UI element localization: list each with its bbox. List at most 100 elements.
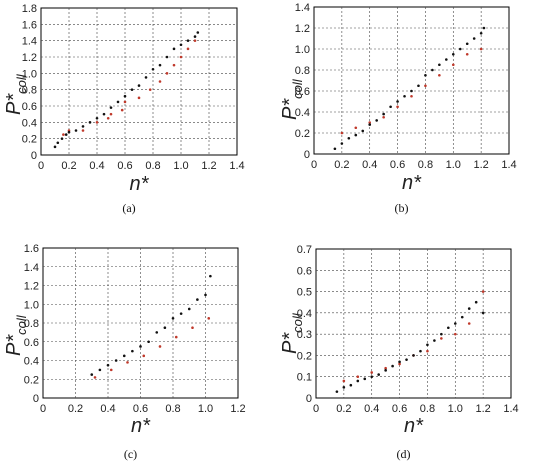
chart-3-x-tick-label: 0.2 xyxy=(68,403,83,415)
chart-4-red-point xyxy=(398,362,401,366)
chart-3-x-tick-label: 0.6 xyxy=(133,403,148,415)
chart-2-red-point xyxy=(354,126,358,130)
chart-4-x-tick-label: 1.2 xyxy=(475,403,490,415)
chart-2-y-tick-label: 0.6 xyxy=(295,86,310,98)
chart-4-y-tick-label: 0.4 xyxy=(297,308,312,320)
chart-1-red-point xyxy=(186,47,190,51)
chart-2-x-tick-label: 1.4 xyxy=(501,159,516,171)
chart-1-x-tick-label: 0 xyxy=(38,160,44,172)
chart-2-y-tick-label: 1.4 xyxy=(295,2,310,14)
chart-4-y-tick-label: 0.7 xyxy=(297,244,312,256)
chart-1-x-tick-label: 0.6 xyxy=(117,160,132,172)
chart-1-y-tick-label: 1.0 xyxy=(22,68,37,80)
chart-1-red-point xyxy=(148,88,152,91)
chart-2-red-point xyxy=(479,47,483,51)
chart-4-x-tick-label: 1.4 xyxy=(503,403,518,415)
chart-4-black-point xyxy=(419,349,422,353)
chart-4-black-point xyxy=(398,360,401,364)
chart-4-black-point xyxy=(453,322,457,325)
chart-4-black-point xyxy=(356,379,360,383)
chart-2-black-point xyxy=(347,136,351,140)
chart-3-y-tick-label: 0.4 xyxy=(24,356,39,368)
chart-1-black-point xyxy=(74,129,78,132)
chart-3-black-point xyxy=(90,373,94,376)
chart-2-black-point xyxy=(375,119,378,122)
chart-1-y-tick-label: 1.2 xyxy=(22,52,37,64)
chart-1-black-point xyxy=(172,47,176,51)
chart-2-red-point xyxy=(340,131,344,135)
chart-4-red-point xyxy=(467,322,471,325)
chart-3-red-point xyxy=(207,317,211,320)
chart-1-black-point xyxy=(186,39,190,42)
chart-2-x-tick-label: 0.2 xyxy=(334,159,349,171)
chart-1-red-point xyxy=(81,129,85,132)
chart-1-red-point xyxy=(137,96,141,100)
chart-1-y-tick-label: 1.4 xyxy=(22,36,37,48)
chart-2-x-tick-label: 0 xyxy=(311,159,317,171)
chart-4-y-tick-label: 0.2 xyxy=(297,350,312,362)
chart-4-black-point xyxy=(342,386,346,389)
chart-2-x-tick-label: 0.6 xyxy=(390,159,405,171)
chart-2-black-point xyxy=(410,89,413,93)
chart-3-x-axis-label: n* xyxy=(131,415,151,437)
chart-2-black-point xyxy=(417,84,420,88)
chart-2-red-point xyxy=(438,73,441,77)
chart-4-x-tick-label: 0 xyxy=(313,403,319,415)
chart-4-y-tick-label: 0.5 xyxy=(297,287,312,299)
chart-4-red-point xyxy=(453,332,457,336)
chart-2-black-point xyxy=(396,100,399,103)
chart-2-black-point xyxy=(465,42,469,46)
chart-4-caption: (d) xyxy=(397,447,411,461)
chart-1-caption: (a) xyxy=(122,201,135,215)
chart-2-black-point xyxy=(333,147,337,151)
chart-2-black-point xyxy=(472,37,476,40)
chart-1-y-tick-label: 0 xyxy=(31,150,37,162)
chart-2-black-point xyxy=(438,63,441,67)
chart-3-black-point xyxy=(98,368,102,372)
chart-1-red-point xyxy=(179,55,183,59)
chart-1-red-point xyxy=(123,100,127,104)
chart-4-black-point xyxy=(391,364,394,368)
chart-1-black-point xyxy=(64,133,68,136)
chart-2-black-point xyxy=(361,129,365,133)
chart-2-black-point xyxy=(479,31,483,35)
chart-1-x-tick-label: 1.4 xyxy=(229,160,244,172)
chart-3-x-tick-label: 0.4 xyxy=(100,403,115,415)
chart-4-black-point xyxy=(440,332,443,336)
chart-2-black-point xyxy=(482,26,486,30)
chart-3-red-point xyxy=(93,376,97,379)
chart-2-x-tick-label: 1.2 xyxy=(473,159,488,171)
chart-1-red-point xyxy=(109,112,113,116)
chart-1-black-point xyxy=(151,67,155,71)
chart-3-black-point xyxy=(171,317,175,320)
chart-2-black-point xyxy=(424,73,427,77)
chart-2-black-point xyxy=(458,47,462,51)
chart-4-x-tick-label: 0.8 xyxy=(420,403,435,415)
chart-4-black-point xyxy=(405,358,408,361)
chart-2-x-axis-label: n* xyxy=(402,172,422,194)
chart-4-x-tick-label: 0.6 xyxy=(392,403,407,415)
chart-4-y-tick-label: 0.6 xyxy=(297,265,312,277)
chart-4-y-axis-label: P*coll xyxy=(279,312,305,354)
chart-1-red-point xyxy=(120,108,124,112)
chart-4-black-point xyxy=(460,315,464,319)
chart-4-black-point xyxy=(474,300,478,304)
chart-1-x-axis-label: n* xyxy=(130,173,150,195)
chart-4-black-point xyxy=(349,383,353,387)
chart-4-red-point xyxy=(370,371,374,374)
chart-1-black-point xyxy=(95,116,99,120)
chart-2-y-axis-label: P*coll xyxy=(279,78,305,120)
chart-3-black-point xyxy=(147,340,150,344)
chart-3-black-point xyxy=(139,345,142,348)
chart-1-y-tick-label: 0.6 xyxy=(22,101,37,113)
chart-1-black-point xyxy=(60,137,64,140)
chart-3-black-point xyxy=(187,307,191,311)
chart-4-red-point xyxy=(440,337,443,340)
chart-2-red-point xyxy=(451,63,455,67)
chart-1-black-point xyxy=(88,121,92,124)
chart-3-y-tick-label: 1.2 xyxy=(24,281,39,293)
chart-2-black-point xyxy=(431,68,434,72)
chart-2-black-point xyxy=(368,123,372,126)
chart-3-black-point xyxy=(114,359,118,362)
